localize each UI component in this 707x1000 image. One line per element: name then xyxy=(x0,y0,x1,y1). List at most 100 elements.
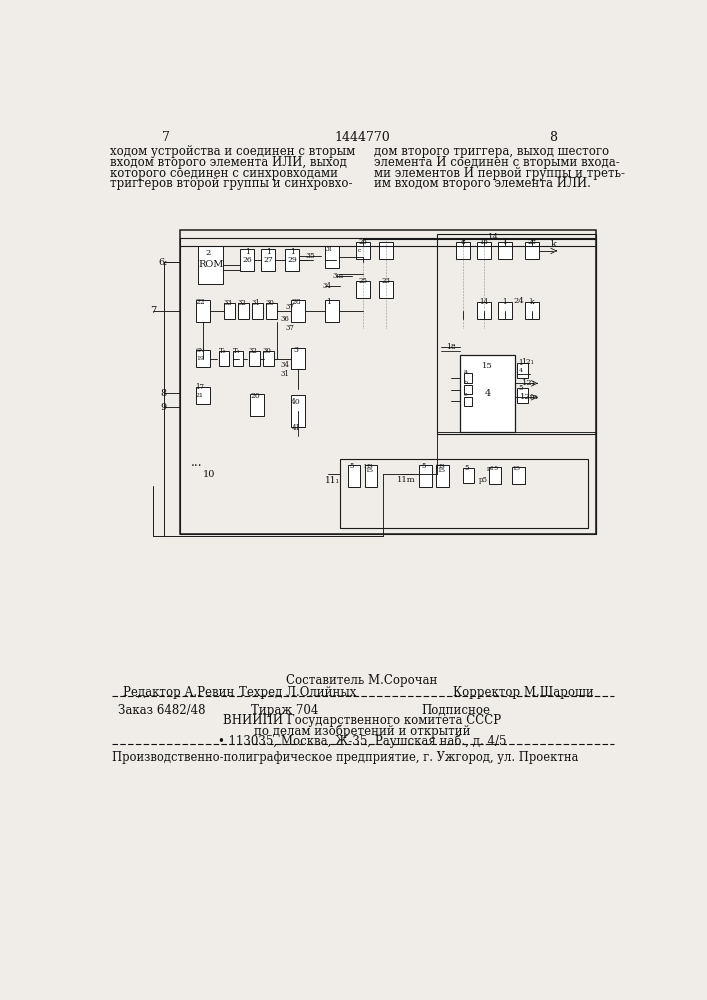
Bar xyxy=(249,351,259,366)
Text: 23: 23 xyxy=(382,277,390,285)
Text: 13: 13 xyxy=(479,238,488,246)
Bar xyxy=(437,234,596,434)
Text: 11m: 11m xyxy=(397,476,416,484)
Text: 24: 24 xyxy=(514,297,525,305)
Bar xyxy=(285,249,299,271)
Text: 5: 5 xyxy=(350,462,354,471)
Text: 1: 1 xyxy=(266,248,271,256)
Bar xyxy=(477,302,491,319)
Text: дом второго триггера, выход шестого: дом второго триггера, выход шестого xyxy=(373,145,609,158)
Text: Составитель М.Сорочан: Составитель М.Сорочан xyxy=(286,674,438,687)
Bar xyxy=(263,351,274,366)
Text: • 113035, Москва, Ж-35, Раушская наб., д. 4/5: • 113035, Москва, Ж-35, Раушская наб., д… xyxy=(218,734,506,748)
Text: 1: 1 xyxy=(518,359,523,367)
Text: 8: 8 xyxy=(460,238,465,246)
Text: 4: 4 xyxy=(484,389,491,398)
Text: 1: 1 xyxy=(502,298,507,306)
Text: Заказ 6482/48: Заказ 6482/48 xyxy=(118,704,205,717)
Bar xyxy=(356,242,370,259)
Bar xyxy=(477,242,491,259)
Text: k: k xyxy=(551,240,556,249)
Text: 3₁: 3₁ xyxy=(325,245,332,253)
Bar xyxy=(261,249,275,271)
Text: 26: 26 xyxy=(243,256,252,264)
Text: c: c xyxy=(464,392,467,397)
Text: 3: 3 xyxy=(293,346,298,354)
Bar xyxy=(419,465,432,487)
Bar xyxy=(489,467,501,484)
Text: 31: 31 xyxy=(251,299,260,307)
Text: 6:: 6: xyxy=(159,258,168,267)
Text: 5: 5 xyxy=(518,384,523,392)
Text: элемента И соединен с вторыми входа-: элемента И соединен с вторыми входа- xyxy=(373,156,619,169)
Text: 21: 21 xyxy=(196,393,204,398)
Bar xyxy=(238,303,249,319)
Bar xyxy=(436,465,449,487)
Text: 12m: 12m xyxy=(520,393,539,401)
Bar xyxy=(291,348,305,369)
Text: 15: 15 xyxy=(437,468,445,473)
Bar xyxy=(340,459,588,528)
Text: 30: 30 xyxy=(265,299,274,307)
Text: 1: 1 xyxy=(245,248,250,256)
Text: ROM: ROM xyxy=(198,260,223,269)
Text: Тираж 704: Тираж 704 xyxy=(251,704,318,717)
Text: 1: 1 xyxy=(290,248,295,256)
Text: 27: 27 xyxy=(263,256,273,264)
Bar xyxy=(513,467,525,484)
Bar xyxy=(240,249,255,271)
Text: 14: 14 xyxy=(479,298,488,306)
Text: p5: p5 xyxy=(479,476,488,484)
Bar xyxy=(525,242,539,259)
Bar xyxy=(291,395,305,427)
Text: HS: HS xyxy=(364,464,374,469)
Text: 41: 41 xyxy=(291,424,300,432)
Text: ВНИИПИ Государственного комитета СССР: ВНИИПИ Государственного комитета СССР xyxy=(223,714,501,727)
Text: 11₁: 11₁ xyxy=(325,476,340,485)
Text: 4: 4 xyxy=(519,368,523,373)
Text: 15: 15 xyxy=(512,466,520,471)
Text: T₁: T₁ xyxy=(233,347,240,355)
Text: 10: 10 xyxy=(202,470,215,479)
Text: 8: 8 xyxy=(549,131,557,144)
Text: 34: 34 xyxy=(280,361,289,369)
Bar xyxy=(266,303,276,319)
Text: которого соединен с синхровходами: которого соединен с синхровходами xyxy=(110,167,338,180)
Text: входом второго элемента ИЛИ, выход: входом второго элемента ИЛИ, выход xyxy=(110,156,347,169)
Bar xyxy=(252,303,263,319)
Bar xyxy=(291,300,305,322)
Bar xyxy=(356,281,370,298)
Text: 33: 33 xyxy=(223,299,233,307)
Text: 19: 19 xyxy=(196,356,204,361)
Text: 32: 32 xyxy=(248,347,257,355)
Bar xyxy=(464,373,472,383)
Text: 30: 30 xyxy=(262,347,271,355)
Bar xyxy=(498,242,512,259)
Text: 7: 7 xyxy=(162,131,170,144)
Bar xyxy=(196,300,210,322)
Bar xyxy=(498,302,512,319)
Text: HS: HS xyxy=(436,464,446,469)
Text: 28: 28 xyxy=(528,238,537,246)
Text: b: b xyxy=(464,380,468,385)
Text: 6N: 6N xyxy=(195,349,204,354)
Text: 36: 36 xyxy=(280,315,289,323)
Text: 34: 34 xyxy=(322,282,332,290)
Bar xyxy=(379,242,393,259)
Text: ми элементов И первой группы и треть-: ми элементов И первой группы и треть- xyxy=(373,167,624,180)
Bar xyxy=(517,388,528,403)
Bar xyxy=(180,230,596,534)
Text: 9: 9 xyxy=(160,403,167,412)
Text: T₂: T₂ xyxy=(218,347,226,355)
Text: 3m: 3m xyxy=(332,272,344,280)
Text: 5: 5 xyxy=(464,464,469,472)
Bar xyxy=(517,363,528,378)
Bar xyxy=(348,465,361,487)
Text: 18: 18 xyxy=(446,343,456,351)
Text: 15: 15 xyxy=(482,362,493,370)
Text: 5: 5 xyxy=(421,462,426,471)
Bar xyxy=(250,394,264,416)
Text: 32: 32 xyxy=(238,299,246,307)
Text: a: a xyxy=(464,369,467,374)
Text: p15: p15 xyxy=(487,466,499,471)
